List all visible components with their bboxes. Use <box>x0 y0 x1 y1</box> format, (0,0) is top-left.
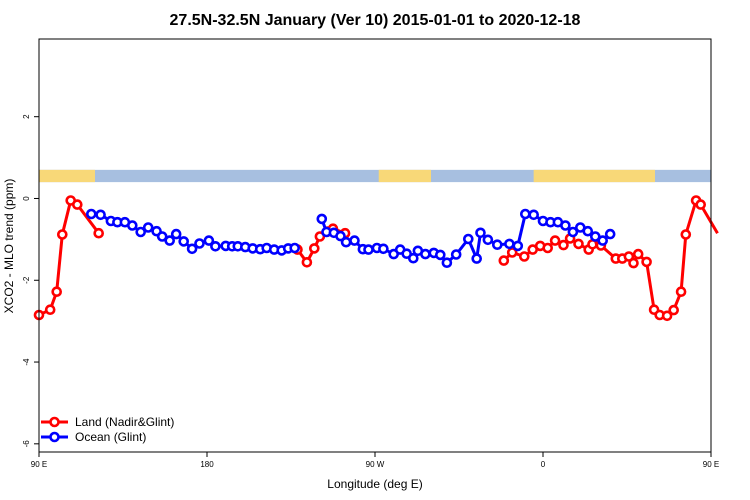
data-point <box>498 255 510 266</box>
data-point <box>589 231 601 242</box>
x-axis: 90 E 180 90 W 0 90 E <box>31 452 719 469</box>
legend-item-land: Land (Nadir&Glint) <box>41 415 174 429</box>
y-tick-label: 0 <box>22 196 31 201</box>
chart-title: 27.5N-32.5N January (Ver 10) 2015-01-01 … <box>170 12 581 29</box>
data-point <box>641 256 652 268</box>
data-point <box>491 239 503 250</box>
data-point <box>668 304 680 316</box>
data-point <box>335 230 346 242</box>
y-tick-label: -6 <box>22 440 31 448</box>
land-band <box>533 169 655 183</box>
land-band <box>378 169 431 183</box>
data-point <box>450 249 462 260</box>
data-point <box>680 229 692 240</box>
data-point <box>289 242 301 254</box>
x-tick-label: 90 W <box>366 460 385 469</box>
data-point <box>675 286 687 298</box>
data-point <box>308 243 320 254</box>
data-point <box>363 244 374 255</box>
data-point <box>340 236 352 248</box>
landmask-strip <box>39 169 711 183</box>
x-tick-label: 0 <box>541 460 546 469</box>
data-point <box>164 235 175 246</box>
data-point <box>632 248 644 260</box>
data-point <box>542 242 554 254</box>
data-point <box>378 243 389 255</box>
data-point <box>695 199 707 210</box>
data-point <box>51 286 63 298</box>
data-point <box>558 239 569 251</box>
x-tick-label: 180 <box>200 460 214 469</box>
y-axis: 2 0 -2 -4 -6 <box>22 114 39 447</box>
data-point <box>518 251 530 262</box>
data-point <box>56 229 68 240</box>
data-point <box>407 252 419 264</box>
data-point <box>604 228 616 240</box>
data-point <box>86 208 97 220</box>
data-point <box>582 225 594 237</box>
legend: Land (Nadir&Glint) Ocean (Glint) <box>41 415 174 444</box>
data-point <box>573 238 584 250</box>
data-point <box>528 209 540 221</box>
data-point <box>504 238 515 250</box>
data-point <box>482 234 494 246</box>
y-tick-label: 2 <box>22 114 31 119</box>
data-point <box>475 227 486 239</box>
data-point <box>519 208 531 220</box>
x-tick-label: 90 E <box>31 460 47 469</box>
data-point <box>301 256 313 268</box>
data-point <box>316 213 328 225</box>
data-point <box>441 257 453 269</box>
data-point <box>567 226 579 238</box>
legend-label-land: Land (Nadir&Glint) <box>75 415 174 429</box>
data-point <box>549 235 561 246</box>
data-point <box>462 233 474 245</box>
series-layer <box>33 195 719 322</box>
data-point <box>434 249 446 261</box>
land-band <box>39 169 95 183</box>
legend-marker-ocean <box>49 431 60 443</box>
data-point <box>661 310 673 322</box>
y-tick-label: -4 <box>22 358 31 366</box>
y-axis-label: XCO2 - MLO trend (ppm) <box>2 179 16 314</box>
data-point <box>349 235 360 246</box>
data-point <box>560 220 571 231</box>
data-point <box>156 231 168 242</box>
legend-marker-land <box>49 416 60 428</box>
data-point <box>512 240 524 252</box>
data-point <box>186 243 198 255</box>
series-1 <box>86 208 616 269</box>
data-point <box>178 236 189 247</box>
data-point <box>210 241 221 252</box>
data-point <box>170 228 182 240</box>
data-point <box>597 235 609 246</box>
data-point <box>44 304 56 316</box>
data-point <box>194 238 205 249</box>
legend-label-ocean: Ocean (Glint) <box>75 430 146 444</box>
data-point <box>127 220 138 231</box>
data-point <box>95 209 106 221</box>
data-point <box>72 199 83 210</box>
data-point <box>420 248 431 260</box>
data-point <box>628 257 639 269</box>
y-tick-label: -2 <box>22 276 31 284</box>
data-point <box>135 226 146 238</box>
data-point <box>93 227 104 239</box>
x-tick-label: 90 E <box>703 460 719 469</box>
series-0 <box>33 195 719 322</box>
legend-item-ocean: Ocean (Glint) <box>41 430 146 444</box>
data-point <box>142 222 154 233</box>
data-point <box>471 253 483 264</box>
x-axis-label: Longitude (deg E) <box>327 477 422 491</box>
data-point <box>506 247 518 258</box>
data-point <box>203 235 215 246</box>
